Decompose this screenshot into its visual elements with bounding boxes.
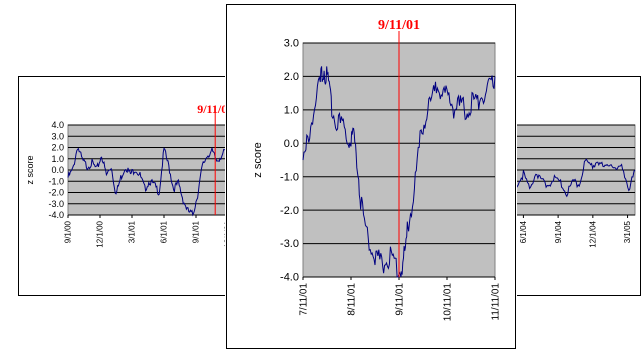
y-axis-label: z score [252,142,264,177]
y-tick-label: 0.0 [284,138,299,150]
y-tick-label: 3.0 [51,131,64,141]
x-tick-label: 8/11/01 [346,283,357,316]
x-tick-label: 6/1/01 [160,220,169,243]
y-tick-label: -2.0 [48,188,64,198]
x-tick-label: 7/11/01 [298,283,309,316]
series-line-center [302,66,496,278]
y-tick-label: 1.0 [51,154,64,164]
chart-center-panel: 3.0 2.0 1.0 0.0 -1.0 -2.0 -3.0 -4.0 z score 7/11/… [226,4,516,349]
y-tick-label: 0.0 [51,165,64,175]
x-tick-label: 10/11/01 [442,283,453,322]
x-tick-label: 11/11/01 [490,283,501,321]
y-tick-label: 2.0 [284,71,299,83]
x-tick-label: 3/1/05 [623,220,632,243]
event-label: 9/11/01 [378,18,420,33]
series-line-right [510,158,636,198]
y-tick-label: -1.0 [48,176,64,186]
y-tick-label: 3.0 [284,38,299,50]
y-axis-label: z score [25,155,35,184]
y-tick-label: 1.0 [284,105,299,117]
y-tick-label: -3.0 [280,238,299,250]
chart-left-panel: 4.0 3.0 2.0 1.0 0.0 -1.0 -2.0 -3.0 -4.0 z score 9/… [18,76,233,296]
y-tick-label: -4.0 [280,272,299,284]
chart-left: 4.03.0 2.01.00.0-1.0 -2.0-3.0-4.0 z score 9/… [25,102,233,248]
x-tick-label: 9/1/04 [554,220,563,243]
y-tick-label: 2.0 [51,143,64,153]
series-line-left [67,146,229,217]
y-tick-label: -4.0 [48,210,64,220]
x-tick-label: 9/1/00 [64,220,73,243]
chart-right: 6/1/04 9/1/04 12/1/04 3/1/05 [510,124,636,248]
y-tick-label: -2.0 [280,205,299,217]
event-label: 9/11/01 [197,102,233,116]
chart-center: 3.0 2.0 1.0 0.0 -1.0 -2.0 -3.0 -4.0 z score 7/11/… [252,18,501,322]
x-tick-label: 9/11/01 [394,283,405,316]
x-tick-label: 3/1/01 [128,220,137,243]
y-tick-label: -3.0 [48,199,64,209]
x-tick-label: 6/1/04 [519,220,528,243]
x-tick-label: 12/1/00 [96,220,105,247]
y-tick-label: -1.0 [280,171,299,183]
chart-right-panel: 6/1/04 9/1/04 12/1/04 3/1/05 [510,76,641,296]
y-tick-label: 4.0 [51,120,64,130]
x-tick-label: 9/1/01 [192,220,201,243]
x-tick-label: 12/1/04 [589,220,598,247]
